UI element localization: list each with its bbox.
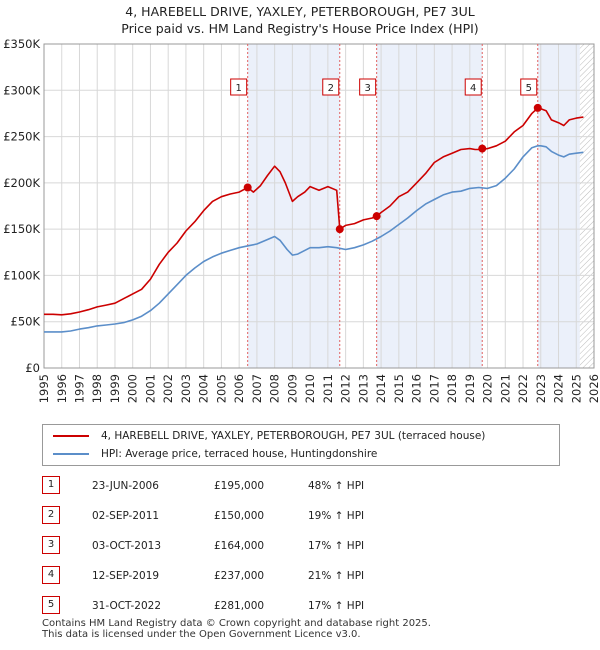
x-tick-label: 2008 (268, 374, 282, 403)
y-tick-label: £150K (3, 222, 40, 236)
x-tick-label: 1998 (90, 374, 104, 403)
y-tick-label: £200K (3, 176, 40, 190)
sale-hpi-change: 21% ↑ HPI (308, 570, 365, 582)
x-tick-label: 1999 (108, 374, 122, 403)
sale-point (533, 103, 542, 112)
x-tick-label: 2024 (552, 374, 566, 403)
x-tick-label: 2016 (410, 374, 424, 403)
hpi-line (44, 145, 584, 333)
legend-item-property: 4, HAREBELL DRIVE, YAXLEY, PETERBOROUGH,… (53, 427, 485, 445)
sale-hpi-change: 48% ↑ HPI (308, 480, 365, 492)
sale-label-text: 5 (526, 83, 532, 94)
x-tick-label: 2019 (463, 374, 477, 403)
sale-number-badge: 4 (42, 566, 60, 584)
sale-date: 12-SEP-2019 (92, 570, 160, 582)
y-tick-label: £100K (3, 268, 40, 282)
x-tick-label: 2023 (534, 374, 548, 403)
sale-point (335, 225, 344, 234)
y-tick-label: £0 (25, 361, 40, 375)
sale-point (372, 212, 381, 221)
ownership-band (376, 44, 483, 368)
sale-point (243, 183, 252, 192)
x-tick-label: 2025 (569, 374, 583, 403)
legend: 4, HAREBELL DRIVE, YAXLEY, PETERBOROUGH,… (42, 424, 560, 466)
sale-number-badge: 5 (42, 596, 60, 614)
sale-price: £164,000 (214, 540, 265, 552)
ownership-band (247, 44, 340, 368)
x-tick-label: 2017 (427, 374, 441, 403)
x-tick-label: 2002 (161, 374, 175, 403)
x-tick-label: 2021 (498, 374, 512, 403)
x-tick-label: 2013 (356, 374, 370, 403)
sale-label-box (359, 78, 377, 96)
x-tick-label: 2018 (445, 374, 459, 403)
x-tick-label: 2000 (126, 374, 140, 403)
sale-label-box (230, 78, 248, 96)
legend-label-hpi: HPI: Average price, terraced house, Hunt… (101, 448, 378, 460)
x-tick-label: 1997 (73, 374, 87, 403)
chart-area: 4, HAREBELL DRIVE, YAXLEY, PETERBOROUGH,… (0, 3, 600, 403)
legend-swatch-hpi (53, 453, 89, 455)
chart-subtitle: Price paid vs. HM Land Registry's House … (121, 21, 479, 36)
footer: Contains HM Land Registry data © Crown c… (42, 618, 431, 640)
legend-swatch-property (53, 435, 89, 437)
x-tick-label: 2001 (143, 374, 157, 403)
sale-number-badge: 3 (42, 536, 60, 554)
x-tick-label: 2009 (285, 374, 299, 403)
x-tick-label: 2004 (197, 374, 211, 403)
property-price-line (44, 107, 584, 316)
sale-label-box (322, 78, 340, 96)
x-tick-label: 2010 (303, 374, 317, 403)
legend-label-property: 4, HAREBELL DRIVE, YAXLEY, PETERBOROUGH,… (101, 430, 486, 442)
x-tick-label: 2020 (481, 374, 495, 403)
x-tick-label: 2022 (516, 374, 530, 403)
sale-label-box (520, 78, 538, 96)
x-tick-label: 2015 (392, 374, 406, 403)
sale-label-text: 1 (235, 83, 241, 94)
y-tick-label: £50K (11, 315, 41, 329)
x-tick-label: 2005 (214, 374, 228, 403)
sale-price: £281,000 (214, 600, 265, 612)
sale-hpi-change: 17% ↑ HPI (308, 540, 365, 552)
plot-frame (43, 43, 595, 369)
sale-number-badge: 2 (42, 506, 60, 524)
y-tick-label: £350K (3, 37, 40, 51)
sale-label-text: 2 (328, 83, 334, 94)
sale-label-text: 4 (470, 83, 476, 94)
y-tick-label: £300K (3, 83, 40, 97)
sale-hpi-change: 17% ↑ HPI (308, 600, 365, 612)
sale-number-badge: 1 (42, 476, 60, 494)
x-tick-label: 2006 (232, 374, 246, 403)
sale-price: £237,000 (214, 570, 265, 582)
legend-item-hpi: HPI: Average price, terraced house, Hunt… (53, 445, 377, 463)
sale-price: £150,000 (214, 510, 265, 522)
price-chart: £0 £50K £100K £150K £200K £250K £300K £350K 1995… (3, 37, 600, 403)
x-tick-label: 2011 (321, 374, 335, 403)
x-tick-label: 2026 (587, 374, 600, 403)
sale-date: 31-OCT-2022 (92, 600, 161, 612)
x-tick-label: 1995 (37, 374, 51, 403)
x-tick-label: 2003 (179, 374, 193, 403)
chart-title-block: 4, HAREBELL DRIVE, YAXLEY, PETERBOROUGH,… (0, 3, 600, 37)
footer-licence: This data is licensed under the Open Gov… (42, 629, 361, 640)
x-tick-label: 2012 (339, 374, 353, 403)
forecast-hatch (579, 44, 594, 368)
sale-date: 23-JUN-2006 (92, 480, 159, 492)
x-tick-label: 1996 (55, 374, 69, 403)
sale-date: 02-SEP-2011 (92, 510, 160, 522)
sale-label-text: 3 (364, 83, 370, 94)
y-tick-label: £250K (3, 130, 40, 144)
sale-price: £195,000 (214, 480, 265, 492)
sale-hpi-change: 19% ↑ HPI (308, 510, 365, 522)
sale-point (478, 144, 487, 153)
sale-date: 03-OCT-2013 (92, 540, 161, 552)
chart-title: 4, HAREBELL DRIVE, YAXLEY, PETERBOROUGH,… (125, 4, 475, 19)
x-tick-label: 2014 (374, 374, 388, 403)
x-tick-label: 2007 (250, 374, 264, 403)
sale-label-box (464, 78, 482, 96)
footer-copyright: Contains HM Land Registry data © Crown c… (42, 618, 431, 629)
